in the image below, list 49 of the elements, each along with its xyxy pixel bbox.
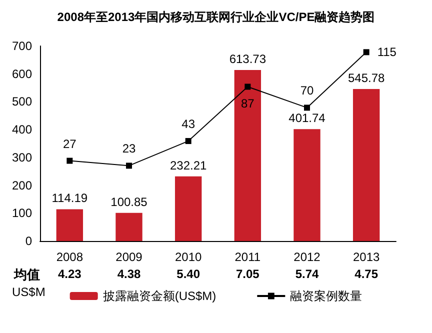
x-tick-label: 2011: [234, 250, 261, 264]
bar: [56, 209, 84, 241]
y-tick-label: 700: [12, 39, 32, 53]
text: 5.40: [176, 267, 200, 281]
x-tick-label: 2008: [56, 250, 84, 264]
data-label: 27: [62, 136, 77, 151]
x-tick-label: 2013: [352, 250, 380, 264]
bar: [294, 129, 320, 241]
data-label: 100.85: [110, 194, 148, 209]
text: US$M: [12, 285, 46, 299]
data-label: 613.73: [229, 52, 266, 66]
point: [66, 158, 73, 164]
y-tick-label: 600: [12, 66, 32, 81]
bar: [352, 88, 380, 241]
point: [244, 84, 251, 90]
data-label: 114.19: [52, 191, 88, 206]
x-tick-label: 2012: [294, 250, 321, 264]
y-tick-label: 0: [25, 234, 32, 248]
data-label: 43: [182, 117, 196, 132]
point: [126, 162, 132, 169]
y-tick-label: 500: [12, 94, 32, 109]
text: 4.23: [58, 267, 82, 281]
bar: [116, 212, 142, 241]
point: [363, 49, 370, 56]
y-tick-label: 300: [12, 150, 32, 164]
x-tick-label: 2009: [116, 250, 143, 264]
data-label: 401.74: [288, 111, 326, 126]
point: [185, 138, 192, 144]
text: 均值: [13, 267, 40, 282]
x-tick-label: 2010: [174, 250, 202, 264]
data-label: 545.78: [348, 70, 386, 85]
legend-label: 披露融资金额(US$M): [102, 289, 216, 303]
text: 4.38: [117, 267, 141, 281]
data-label: 70: [300, 84, 314, 98]
data-label: 115: [377, 45, 397, 60]
data-label: 232.21: [170, 158, 208, 172]
bar: [234, 70, 262, 241]
y-tick-label: 400: [12, 122, 32, 137]
data-label: 87: [240, 96, 255, 111]
bar: [174, 176, 202, 241]
text: 5.74: [295, 267, 319, 281]
y-tick-label: 200: [12, 178, 32, 192]
text: 4.75: [354, 267, 378, 281]
legend-label: 融资案例数量: [290, 289, 362, 303]
y-tick-label: 100: [12, 206, 32, 220]
chart-title: 2008年至2013年国内移动互联网行业企业VC/PE融资趋势图: [57, 10, 375, 24]
point: [304, 104, 310, 111]
data-label: 23: [122, 142, 136, 156]
text: 7.05: [236, 267, 260, 281]
